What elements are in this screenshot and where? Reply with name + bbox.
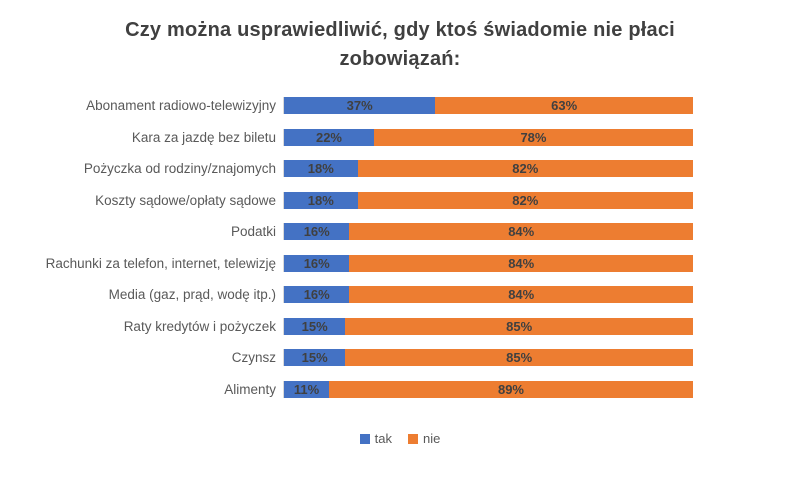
category-label: Raty kredytów i pożyczek: [123, 318, 276, 334]
chart-row: Kara za jazdę bez biletu 22% 78%: [0, 122, 800, 154]
legend-label-nie: nie: [422, 431, 441, 446]
value-label: 15%: [301, 318, 328, 334]
legend: tak nie: [0, 431, 800, 446]
bar-segment-nie: 63%: [435, 97, 693, 115]
value-label: 16%: [303, 287, 330, 303]
bar-segment-nie: 85%: [345, 349, 693, 367]
value-label: 89%: [497, 381, 524, 397]
bar-track: 11% 89%: [283, 380, 693, 398]
bar-segment-tak: 18%: [284, 160, 358, 178]
value-label: 22%: [315, 129, 342, 145]
category-label: Rachunki za telefon, internet, telewizję: [45, 255, 276, 271]
category-label: Koszty sądowe/opłaty sądowe: [95, 192, 276, 208]
chart-row: Abonament radiowo-telewizyjny 37% 63%: [0, 90, 800, 122]
bar-segment-nie: 84%: [349, 254, 693, 272]
chart-row: Alimenty 11% 89%: [0, 374, 800, 406]
plot-area: Abonament radiowo-telewizyjny 37% 63% Kara …: [0, 90, 800, 405]
bar-segment-tak: 16%: [284, 223, 350, 241]
value-label: 18%: [307, 161, 334, 177]
legend-swatch-nie-icon: [407, 433, 418, 444]
bar-segment-nie: 82%: [357, 191, 693, 209]
value-label: 16%: [303, 255, 330, 271]
bar-segment-tak: 37%: [284, 97, 436, 115]
bar-track: 22% 78%: [283, 128, 693, 146]
bar-track: 16% 84%: [283, 223, 693, 241]
value-label: 82%: [512, 192, 539, 208]
bar-track: 15% 85%: [283, 349, 693, 367]
bar-track: 16% 84%: [283, 254, 693, 272]
legend-item-nie: nie: [407, 431, 441, 446]
bar-segment-tak: 22%: [284, 128, 374, 146]
category-label: Pożyczka od rodziny/znajomych: [83, 161, 276, 177]
chart-row: Podatki 16% 84%: [0, 216, 800, 248]
value-label: 84%: [508, 287, 535, 303]
category-label: Kara za jazdę bez biletu: [131, 129, 276, 145]
value-label: 78%: [520, 129, 547, 145]
bar-track: 16% 84%: [283, 286, 693, 304]
bar-track: 18% 82%: [283, 160, 693, 178]
chart-title: Czy można usprawiedliwić, gdy ktoś świad…: [125, 19, 675, 70]
bar-track: 15% 85%: [283, 317, 693, 335]
value-label: 85%: [506, 318, 533, 334]
category-label: Podatki: [230, 224, 276, 240]
bar-segment-tak: 18%: [284, 191, 358, 209]
value-label: 16%: [303, 224, 330, 240]
bar-segment-tak: 16%: [284, 286, 350, 304]
bar-segment-nie: 82%: [357, 160, 693, 178]
chart-row: Koszty sądowe/opłaty sądowe 18% 82%: [0, 185, 800, 217]
chart-row: Raty kredytów i pożyczek 15% 85%: [0, 311, 800, 343]
bar-segment-tak: 15%: [284, 317, 346, 335]
bar-rows: Abonament radiowo-telewizyjny 37% 63% Kara …: [0, 90, 800, 405]
chart-row: Czynsz 15% 85%: [0, 342, 800, 374]
bar-segment-tak: 16%: [284, 254, 350, 272]
value-label: 82%: [512, 161, 539, 177]
bar-segment-nie: 89%: [328, 380, 693, 398]
category-label: Media (gaz, prąd, wodę itp.): [108, 287, 276, 303]
legend-swatch-tak-icon: [359, 433, 370, 444]
category-label: Czynsz: [231, 350, 276, 366]
chart-row: Media (gaz, prąd, wodę itp.) 16% 84%: [0, 279, 800, 311]
value-label: 63%: [551, 98, 578, 114]
bar-segment-tak: 15%: [284, 349, 346, 367]
legend-label-tak: tak: [374, 431, 392, 446]
bar-track: 37% 63%: [283, 97, 693, 115]
value-label: 11%: [293, 381, 320, 397]
bar-segment-nie: 85%: [345, 317, 693, 335]
category-label: Abonament radiowo-telewizyjny: [86, 98, 276, 114]
bar-segment-tak: 11%: [284, 380, 329, 398]
value-label: 84%: [508, 224, 535, 240]
value-label: 37%: [346, 98, 373, 114]
bar-track: 18% 82%: [283, 191, 693, 209]
category-label: Alimenty: [224, 381, 276, 397]
value-label: 15%: [301, 350, 328, 366]
value-label: 84%: [508, 255, 535, 271]
bar-segment-nie: 84%: [349, 286, 693, 304]
bar-segment-nie: 78%: [373, 128, 693, 146]
value-label: 18%: [307, 192, 334, 208]
chart-row: Rachunki za telefon, internet, telewizję…: [0, 248, 800, 280]
bar-segment-nie: 84%: [349, 223, 693, 241]
legend-item-tak: tak: [359, 431, 392, 446]
chart-row: Pożyczka od rodziny/znajomych 18% 82%: [0, 153, 800, 185]
value-label: 85%: [506, 350, 533, 366]
